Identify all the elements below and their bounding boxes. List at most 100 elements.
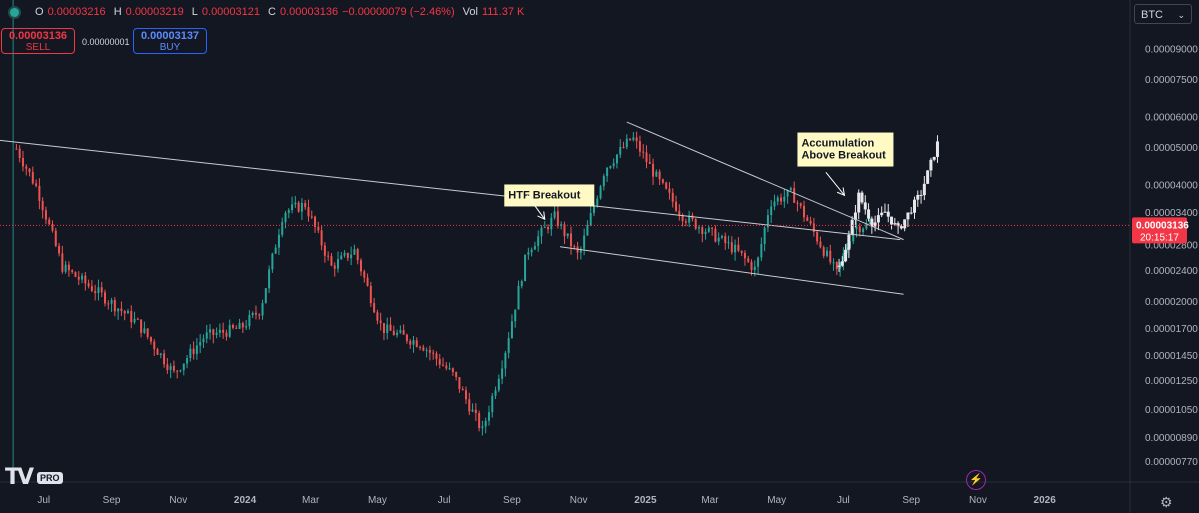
candle-body — [566, 233, 569, 237]
candle-body — [186, 358, 189, 364]
candle-body — [734, 244, 737, 253]
buy-label: BUY — [159, 42, 181, 53]
y-tick-label: 0.00001450 — [1145, 351, 1198, 362]
y-tick-label: 0.00001050 — [1145, 405, 1198, 416]
candle-body — [840, 261, 844, 266]
candle-body — [41, 200, 44, 211]
pro-badge: PRO — [37, 471, 63, 484]
candle-body — [248, 315, 251, 327]
y-tick-label: 0.00007500 — [1145, 75, 1198, 86]
candle-body — [698, 227, 701, 229]
candle-body — [873, 222, 877, 227]
annotation-text: HTF Breakout — [508, 189, 580, 201]
candle-body — [553, 211, 556, 218]
candle-body — [84, 275, 87, 284]
candle-body — [688, 215, 691, 223]
y-tick-label: 0.00000770 — [1145, 457, 1198, 468]
candle-body — [251, 312, 254, 316]
candle-body — [258, 314, 261, 316]
x-tick-label: Nov — [969, 495, 987, 506]
candle-body — [579, 248, 582, 253]
ohlc-legend: O 0.00003216 H 0.00003219 L 0.00003121 C 0.0… — [10, 6, 524, 18]
candle-body — [261, 303, 264, 316]
y-tick-label: 0.00002000 — [1145, 297, 1198, 308]
candle-body — [235, 327, 238, 329]
candle-body — [926, 170, 930, 184]
candle-body — [760, 243, 763, 258]
lightning-icon[interactable]: ⚡ — [966, 470, 986, 490]
candle-body — [297, 202, 300, 212]
buy-button[interactable]: 0.00003137 BUY — [133, 28, 207, 54]
candle-body — [428, 350, 431, 353]
candle-body — [645, 152, 648, 163]
ohlc-change-value: −0.00000079 (−2.46%) — [342, 6, 455, 18]
candle-body — [537, 236, 540, 246]
candle-body — [330, 256, 333, 266]
candle-body — [35, 183, 38, 186]
candle-body — [510, 321, 513, 339]
candle-body — [225, 332, 228, 337]
candle-body — [837, 265, 841, 267]
candle-body — [899, 226, 903, 229]
ohlc-high-key: H — [113, 6, 122, 18]
candle-body — [707, 227, 710, 232]
candle-body — [323, 245, 326, 256]
candle-body — [373, 303, 376, 313]
candle-body — [766, 215, 769, 228]
x-tick-label: Mar — [701, 495, 719, 506]
candle-body — [844, 249, 848, 262]
candle-body — [149, 336, 152, 342]
buy-price: 0.00003137 — [140, 30, 200, 42]
candle-body — [291, 204, 294, 211]
x-tick-label: Sep — [902, 495, 920, 506]
candle-body — [501, 368, 504, 379]
symbol-selector[interactable]: BTC ⌄ — [1134, 4, 1192, 24]
candle-body — [556, 211, 559, 227]
candle-body — [865, 223, 868, 229]
candle-body — [71, 270, 74, 273]
y-tick-label: 0.00006000 — [1145, 112, 1198, 123]
candle-body — [825, 250, 828, 256]
y-tick-label: 0.00002800 — [1145, 240, 1198, 251]
candle-body — [320, 230, 323, 246]
candle-body — [271, 253, 274, 270]
candle-series — [15, 131, 871, 436]
projection-series — [837, 135, 939, 272]
candle-body — [540, 227, 543, 237]
spread-value: 0.00000001 — [82, 37, 130, 47]
candle-body — [491, 395, 494, 413]
candle-body — [876, 215, 880, 223]
candle-body — [146, 328, 149, 337]
y-tick-label: 0.00003400 — [1145, 208, 1198, 219]
x-tick-label: Nov — [169, 495, 187, 506]
sell-button[interactable]: 0.00003136 SELL — [1, 28, 75, 54]
candle-body — [757, 257, 760, 267]
candle-body — [15, 148, 18, 150]
candle-body — [829, 250, 832, 263]
candle-body — [359, 260, 362, 272]
candle-body — [668, 188, 671, 193]
candle-body — [694, 219, 697, 229]
candle-body — [547, 226, 550, 230]
candle-body — [606, 167, 609, 177]
candle-body — [793, 188, 796, 203]
candle-body — [166, 364, 169, 370]
candle-body — [100, 287, 103, 293]
candle-body — [281, 222, 284, 235]
candle-body — [465, 390, 468, 400]
x-tick-label: May — [767, 495, 786, 506]
candle-body — [896, 223, 900, 227]
gear-icon[interactable]: ⚙ — [1160, 494, 1173, 510]
candle-body — [816, 232, 819, 242]
candle-body — [90, 286, 93, 292]
candle-body — [189, 348, 192, 359]
candle-body — [327, 255, 330, 257]
candle-body — [176, 370, 179, 372]
candle-body — [159, 353, 162, 355]
candle-body — [681, 214, 684, 222]
candle-body — [192, 348, 195, 354]
candle-body — [304, 202, 307, 208]
candle-body — [520, 281, 523, 286]
annotation-text: Above Breakout — [801, 150, 886, 162]
